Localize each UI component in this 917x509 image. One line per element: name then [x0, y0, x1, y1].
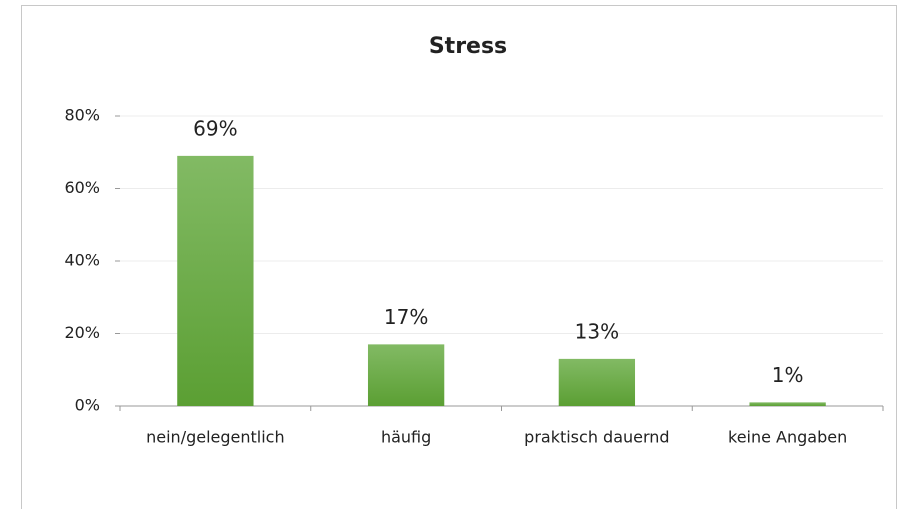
x-tick-label: häufig — [381, 428, 431, 447]
x-tick-label: praktisch dauernd — [524, 428, 669, 447]
x-tick-label: keine Angaben — [728, 428, 847, 447]
y-tick-label: 60% — [64, 178, 100, 197]
data-label: 69% — [193, 116, 237, 140]
chart-frame — [21, 5, 897, 509]
data-label: 1% — [772, 363, 804, 387]
y-tick-label: 80% — [64, 106, 100, 125]
chart-title: Stress — [429, 34, 507, 59]
bar — [749, 402, 826, 406]
bar — [367, 344, 445, 406]
data-label: 17% — [384, 305, 428, 329]
x-tick-label: nein/gelegentlich — [146, 428, 285, 447]
y-tick-label: 20% — [64, 323, 100, 342]
y-tick-label: 40% — [64, 251, 100, 270]
data-label: 13% — [575, 319, 619, 343]
bar — [177, 155, 254, 406]
y-tick-label: 0% — [75, 396, 100, 415]
bar — [558, 358, 636, 406]
